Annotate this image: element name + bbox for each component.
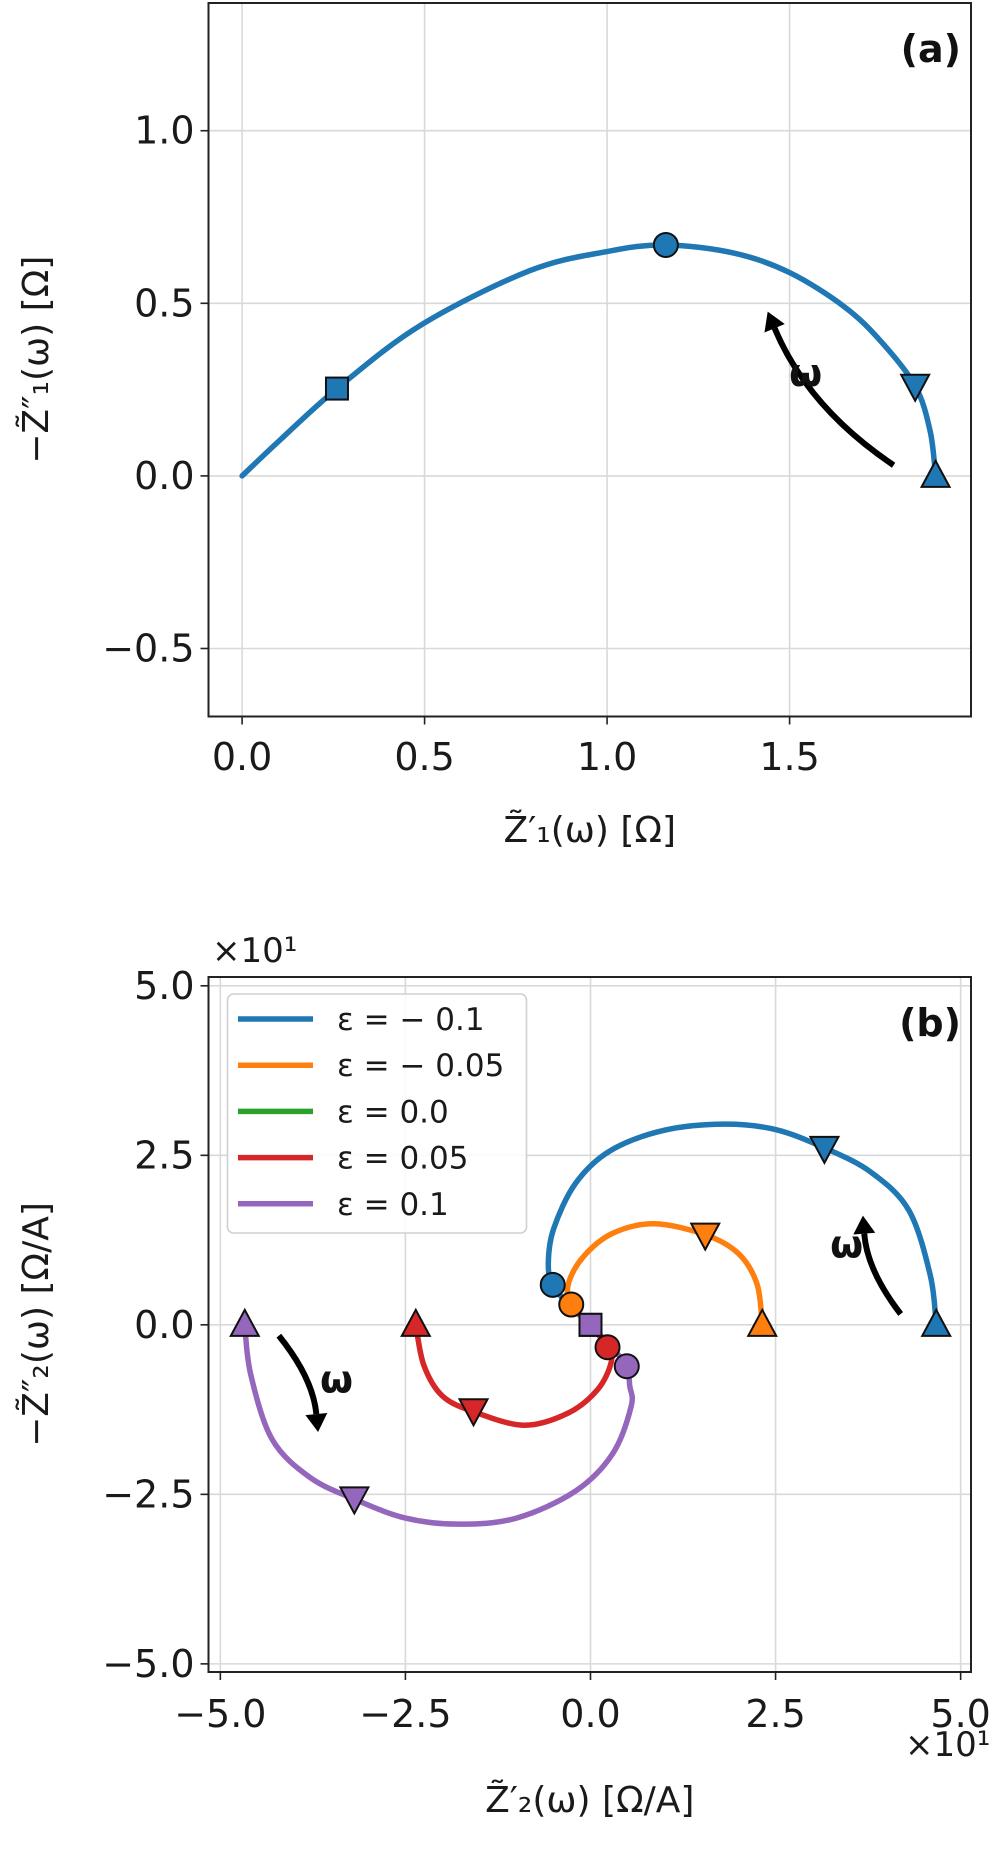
legend-box [226, 993, 528, 1234]
omega-arrow [276, 1333, 320, 1415]
omega-label: ω [320, 1357, 353, 1401]
x-tick-label: 1.5 [759, 735, 819, 779]
marker-square [324, 376, 349, 401]
marker-circle [613, 1353, 640, 1380]
marker-circle [652, 231, 679, 258]
legend-label: ε = 0.05 [337, 1141, 468, 1177]
y-tick-label: 0.0 [134, 1303, 194, 1347]
x-axis-label: Z̃′₂(ω) [Ω/A] [485, 1779, 694, 1821]
series-line [239, 242, 939, 479]
marker-circle [594, 1334, 621, 1361]
marker-triangle-down [808, 1135, 841, 1165]
marker-triangle-down [457, 1398, 490, 1428]
legend-label: ε = − 0.05 [337, 1048, 504, 1084]
x-axis-label: Z̃′₁(ω) [Ω] [503, 809, 676, 851]
marker-square [578, 1312, 603, 1337]
marker-circle [558, 1291, 585, 1318]
y-tick-label: 5.0 [134, 964, 194, 1008]
y-tick-label: −5.0 [102, 1642, 194, 1686]
y-offset-text: ×10¹ [212, 931, 297, 971]
omega-arrow [771, 327, 896, 468]
legend-label: ε = − 0.1 [337, 1002, 485, 1038]
marker-triangle-up [919, 458, 952, 488]
omega-arrow-head [305, 1413, 328, 1432]
x-tick-label: 1.0 [577, 735, 637, 779]
marker-triangle-down [338, 1486, 371, 1516]
x-tick-label: 0.0 [560, 1692, 620, 1736]
marker-triangle-down [899, 373, 931, 403]
panel-a: 0.0 0.5 1.0 1.5 −0.5 0.0 0.5 1.0 ω (a) Z̃′₁(ω) [Ω]… [15, 2, 972, 851]
legend-label: ε = 0.1 [337, 1187, 449, 1223]
y-tick-label: 0.0 [134, 454, 194, 498]
y-tick-label: 2.5 [134, 1133, 194, 1177]
x-tick-label: 5.0 [930, 1692, 990, 1736]
omega-label: ω [789, 351, 822, 395]
series-line [413, 1322, 615, 1428]
panel-label: (b) [899, 1001, 961, 1045]
legend-label: ε = 0.0 [337, 1094, 449, 1130]
x-tick-label: −5.0 [174, 1692, 266, 1736]
x-tick-label: 0.5 [394, 735, 454, 779]
y-tick-label: −0.5 [102, 626, 194, 670]
marker-circle [539, 1271, 566, 1298]
panel-b: −5.0 −2.5 0.0 2.5 5.0 −5.0 −2.5 0.0 2.5 5.0 ω ω ε = … [15, 931, 990, 1821]
marker-triangle-up [746, 1307, 778, 1337]
legend: ε = − 0.1 ε = − 0.05 ε = 0.0 ε = 0.05 ε = 0.… [226, 993, 528, 1234]
marker-triangle-up [920, 1307, 952, 1337]
y-tick-label: −2.5 [102, 1472, 194, 1516]
marker-triangle-up [400, 1307, 432, 1337]
panel-label: (a) [901, 27, 961, 71]
x-offset-text: ×10¹ [905, 1725, 990, 1765]
omega-arrow-head [853, 1215, 876, 1235]
y-axis-label: −Z̃″₂(ω) [Ω/A] [15, 1202, 57, 1447]
marker-triangle-up [229, 1307, 261, 1337]
series-line [545, 1121, 939, 1328]
y-axis-label: −Z̃″₁(ω) [Ω] [15, 256, 57, 464]
axes-frame [207, 976, 972, 1673]
series-line [564, 1221, 765, 1328]
omega-arrow-head [764, 311, 785, 333]
omega-arrow [861, 1233, 904, 1316]
y-tick-label: 0.5 [134, 281, 194, 325]
plot-area [239, 242, 939, 479]
x-tick-label: −2.5 [359, 1692, 451, 1736]
marker-triangle-down [689, 1222, 721, 1252]
x-tick-label: 2.5 [745, 1692, 805, 1736]
x-tick-label: 0.0 [212, 735, 272, 779]
y-tick-label: 1.0 [134, 109, 194, 153]
axes-frame [207, 2, 972, 718]
omega-label: ω [830, 1223, 863, 1267]
